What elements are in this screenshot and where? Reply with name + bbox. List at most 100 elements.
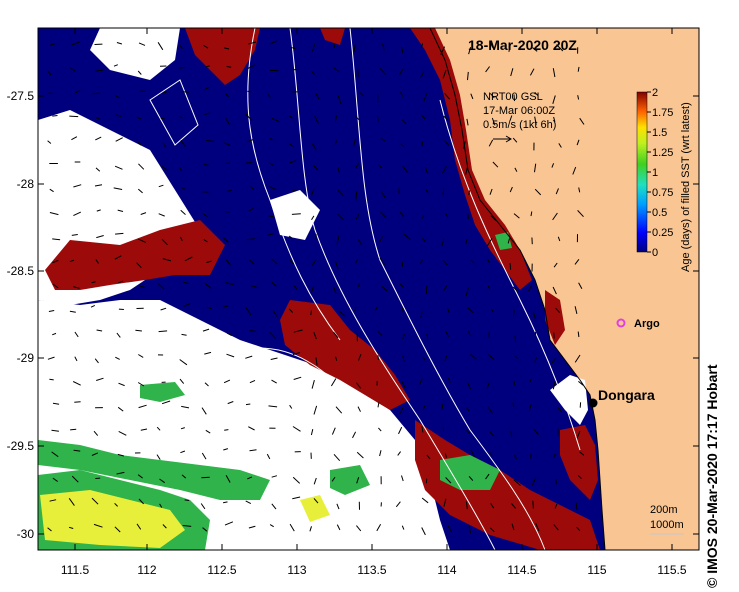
current-vector bbox=[425, 189, 429, 194]
current-vector bbox=[443, 498, 447, 507]
current-vector bbox=[91, 281, 96, 284]
current-vector bbox=[512, 402, 515, 408]
current-vector bbox=[180, 450, 186, 454]
current-vector bbox=[337, 95, 342, 105]
current-vector bbox=[137, 188, 143, 194]
lon-tick-label: 115 bbox=[587, 563, 606, 577]
current-vector bbox=[552, 68, 556, 78]
current-vector bbox=[136, 116, 142, 120]
colorbar-tick-label: 2 bbox=[652, 87, 658, 99]
current-vector bbox=[94, 69, 104, 72]
current-vector bbox=[182, 281, 189, 285]
current-vector bbox=[311, 215, 315, 221]
current-vector bbox=[468, 47, 472, 55]
current-vector bbox=[224, 211, 230, 213]
current-vector bbox=[245, 403, 251, 406]
current-vector bbox=[245, 307, 252, 316]
current-vector bbox=[334, 140, 338, 145]
current-vector bbox=[225, 259, 232, 266]
current-legend: NRT00 GSL 17-Mar 06:00Z 0.5m/s (1kt 6h) bbox=[483, 91, 556, 143]
current-vector bbox=[137, 382, 145, 387]
current-vector bbox=[470, 93, 474, 100]
current-vector bbox=[534, 116, 537, 125]
current-vector bbox=[314, 92, 320, 100]
current-vector bbox=[331, 427, 336, 435]
current-vector bbox=[96, 377, 104, 381]
current-vector bbox=[377, 402, 380, 408]
current-vector bbox=[96, 329, 103, 332]
current-vector bbox=[335, 406, 343, 414]
current-vector bbox=[314, 115, 319, 125]
current-vector bbox=[116, 332, 121, 338]
current-vector bbox=[425, 285, 428, 294]
lon-tick-label: 113.5 bbox=[357, 563, 386, 577]
current-vector bbox=[115, 114, 122, 117]
current-vector bbox=[203, 44, 209, 49]
current-vector bbox=[245, 113, 253, 122]
current-vector bbox=[511, 503, 516, 509]
current-vector bbox=[226, 190, 232, 192]
current-vector bbox=[532, 477, 537, 486]
current-vector bbox=[271, 258, 278, 265]
current-vector bbox=[114, 165, 123, 170]
current-vector bbox=[445, 330, 449, 337]
current-vector bbox=[376, 115, 379, 123]
current-vector bbox=[137, 141, 142, 146]
current-vector bbox=[422, 356, 426, 361]
current-vector bbox=[489, 41, 494, 48]
current-vector bbox=[511, 523, 515, 531]
current-vector bbox=[399, 282, 404, 288]
argo-marker[interactable]: Argo bbox=[616, 318, 660, 330]
current-vector bbox=[401, 46, 404, 54]
dongara-marker[interactable]: Dongara bbox=[588, 387, 656, 408]
current-vector bbox=[271, 118, 281, 123]
current-vector bbox=[555, 188, 559, 195]
date-label: 18-Mar-2020 20Z bbox=[468, 37, 577, 53]
current-vector bbox=[489, 527, 495, 533]
current-vector bbox=[268, 162, 274, 166]
current-vector bbox=[578, 282, 583, 290]
current-vector bbox=[510, 430, 513, 438]
current-vector bbox=[138, 354, 144, 358]
current-vector bbox=[426, 333, 429, 340]
current-vector bbox=[442, 166, 447, 174]
current-vector bbox=[181, 474, 187, 479]
current-vector bbox=[266, 453, 271, 460]
current-vector bbox=[49, 499, 57, 502]
current-vector bbox=[442, 427, 445, 433]
current-vector bbox=[92, 92, 100, 95]
current-vector bbox=[71, 475, 79, 483]
current-vector bbox=[382, 43, 385, 51]
current-vector bbox=[74, 356, 78, 362]
current-vector bbox=[401, 119, 407, 125]
current-vector bbox=[487, 406, 494, 415]
current-vector bbox=[446, 307, 450, 314]
current-vector bbox=[138, 163, 145, 170]
current-vector bbox=[158, 330, 168, 333]
current-source: NRT00 GSL bbox=[483, 91, 543, 103]
current-vector bbox=[572, 166, 577, 175]
current-vector bbox=[184, 256, 193, 262]
current-vector bbox=[267, 94, 271, 98]
current-vector bbox=[336, 236, 340, 245]
current-vector bbox=[512, 137, 518, 143]
current-vector bbox=[178, 166, 182, 172]
current-vector bbox=[182, 525, 192, 527]
current-vector bbox=[579, 117, 585, 125]
current-vector bbox=[514, 335, 517, 343]
current-vector bbox=[246, 139, 254, 143]
current-vector bbox=[422, 405, 426, 411]
current-vector bbox=[91, 497, 99, 505]
current-vector bbox=[398, 68, 404, 76]
current-vector bbox=[183, 302, 192, 307]
current-vector bbox=[223, 379, 231, 384]
current-vector bbox=[336, 524, 341, 531]
current-vector bbox=[160, 117, 165, 120]
current-vector bbox=[312, 44, 316, 52]
current-vector bbox=[68, 498, 75, 506]
current-vector bbox=[248, 259, 255, 265]
current-vector bbox=[68, 66, 76, 72]
current-vector bbox=[157, 282, 165, 290]
current-vector bbox=[69, 310, 76, 313]
current-vector bbox=[47, 140, 52, 144]
